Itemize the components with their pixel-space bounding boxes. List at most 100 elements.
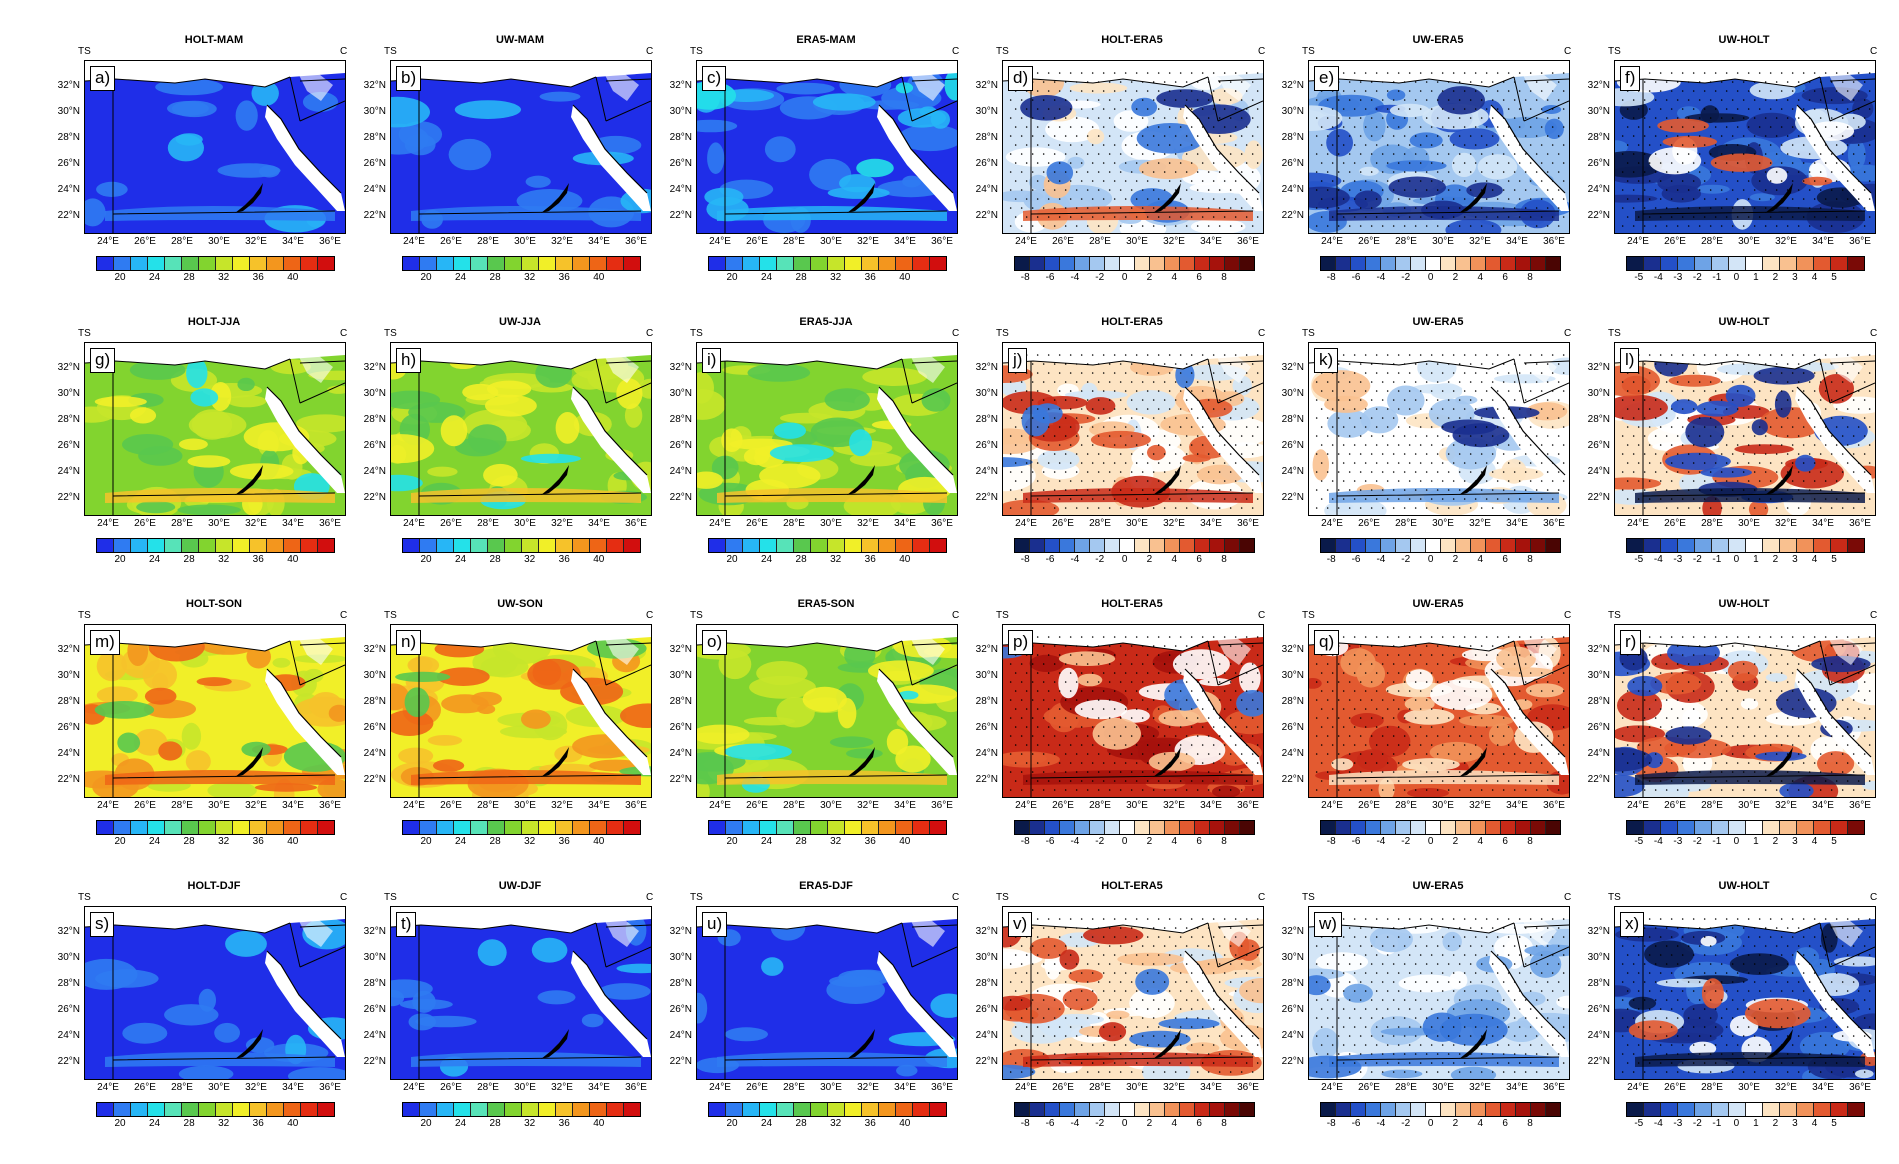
colorbar-swatch	[318, 257, 334, 270]
colorbar-swatch	[624, 257, 640, 270]
colorbar-swatch	[845, 539, 862, 552]
longitude-label: 26°E	[1358, 800, 1380, 811]
latitude-label: 22°N	[975, 774, 998, 785]
corner-label-left: TS	[1608, 46, 1621, 57]
latitude-label: 22°N	[1587, 774, 1610, 785]
colorbar-swatch	[1060, 257, 1075, 270]
colorbar-tick-label: 36	[558, 272, 570, 283]
colorbar-swatch	[777, 257, 794, 270]
colorbar-swatch	[1780, 257, 1797, 270]
map-frame	[696, 624, 958, 798]
colorbar-swatch	[828, 539, 845, 552]
latitude-label: 28°N	[1281, 978, 1304, 989]
colorbar-tick-label: 36	[864, 272, 876, 283]
colorbar-swatch	[1210, 539, 1225, 552]
latitude-label: 28°N	[1587, 132, 1610, 143]
longitude-label: 28°E	[1089, 800, 1111, 811]
latitude-label: 30°N	[669, 670, 692, 681]
colorbar-swatch	[1780, 821, 1797, 834]
colorbar-tick-label: -5	[1634, 1118, 1644, 1129]
corner-label-left: TS	[1608, 610, 1621, 621]
colorbar-swatch	[1763, 257, 1780, 270]
longitude-label: 36°E	[1543, 236, 1565, 247]
corner-label-left: TS	[690, 46, 703, 57]
colorbar-swatch	[1746, 539, 1763, 552]
map-field	[391, 625, 651, 797]
latitude-label: 22°N	[975, 492, 998, 503]
colorbar-swatch	[1015, 257, 1030, 270]
colorbar-tick-label: 4	[1171, 554, 1178, 565]
latitude-label: 22°N	[669, 1056, 692, 1067]
latitude-label: 32°N	[1587, 80, 1610, 91]
map-frame	[390, 342, 652, 516]
colorbar-swatch	[1678, 1103, 1695, 1116]
longitude-label: 32°E	[1775, 1082, 1797, 1093]
colorbar-swatch	[1456, 1103, 1471, 1116]
colorbar-tick-label: 4	[1811, 554, 1818, 565]
latitude-label: 26°N	[363, 440, 386, 451]
latitude-label: 22°N	[363, 492, 386, 503]
longitude-label: 24°E	[1015, 518, 1037, 529]
colorbar-tick-label: 24	[760, 272, 773, 283]
colorbar-tick-label: -6	[1351, 554, 1361, 565]
latitude-label: 26°N	[975, 1004, 998, 1015]
colorbar-tick-label: -2	[1692, 836, 1702, 847]
colorbar-tick-label: -2	[1692, 554, 1702, 565]
colorbar-tick-label: -6	[1045, 554, 1055, 565]
longitude-label: 36°E	[1237, 800, 1259, 811]
longitude-label: 36°E	[1849, 800, 1871, 811]
colorbar-tick-label: 32	[830, 1118, 842, 1129]
colorbar-tick-label: 6	[1196, 554, 1202, 565]
colorbar-tick-label: 40	[899, 272, 911, 283]
colorbar-tick-label: 4	[1171, 272, 1178, 283]
colorbar-tick-label: 6	[1502, 1118, 1508, 1129]
colorbar-swatch	[1195, 1103, 1210, 1116]
map-field	[1615, 907, 1875, 1079]
latitude-label: 32°N	[669, 926, 692, 937]
colorbar-swatch	[573, 821, 590, 834]
colorbar-swatch	[318, 821, 334, 834]
latitude-label: 22°N	[1281, 492, 1304, 503]
colorbar-tick-label: -2	[1401, 272, 1411, 283]
colorbar-swatch	[233, 821, 250, 834]
colorbar-tick-label: 40	[899, 554, 911, 565]
latitude-label: 32°N	[57, 362, 80, 373]
colorbar-swatch	[182, 1103, 199, 1116]
longitude-label: 30°E	[1738, 236, 1760, 247]
colorbar-swatch	[1501, 1103, 1516, 1116]
corner-label-right: C	[1564, 46, 1572, 57]
colorbar-tick-label: 20	[114, 554, 126, 565]
longitude-label: 26°E	[1052, 1082, 1074, 1093]
colorbar-tick-label: 24	[148, 836, 161, 847]
colorbar-swatch	[862, 257, 879, 270]
corner-label-left: TS	[996, 610, 1009, 621]
latitude-label: 32°N	[975, 80, 998, 91]
colorbar-swatch	[471, 539, 488, 552]
longitude-label: 30°E	[1126, 1082, 1148, 1093]
colorbar-tick-label: 5	[1831, 836, 1837, 847]
panel-letter-label: p)	[1008, 630, 1034, 655]
colorbar-tick-label: -8	[1326, 554, 1336, 565]
longitude-label: 24°E	[97, 1082, 119, 1093]
longitude-label: 30°E	[1432, 236, 1454, 247]
latitude-label: 26°N	[669, 1004, 692, 1015]
panel-title: HOLT-JJA	[187, 316, 241, 328]
latitude-label: 22°N	[57, 210, 80, 221]
colorbar-tick-label: 4	[1811, 1118, 1818, 1129]
longitude-label: 26°E	[1358, 236, 1380, 247]
colorbar-tick-label: 24	[454, 836, 467, 847]
latitude-label: 32°N	[975, 362, 998, 373]
latitude-label: 24°N	[1281, 184, 1304, 195]
corner-label-left: TS	[384, 46, 397, 57]
colorbar-swatch	[114, 257, 131, 270]
map-frame	[1308, 906, 1570, 1080]
corner-label-left: TS	[1302, 328, 1315, 339]
longitude-label: 24°E	[403, 518, 425, 529]
latitude-label: 28°N	[363, 132, 386, 143]
corner-label-right: C	[340, 610, 348, 621]
colorbar-swatch	[1501, 821, 1516, 834]
colorbar-swatch	[1456, 821, 1471, 834]
longitude-label: 36°E	[1543, 518, 1565, 529]
colorbar-swatch	[1336, 1103, 1351, 1116]
colorbar-swatch	[1336, 539, 1351, 552]
